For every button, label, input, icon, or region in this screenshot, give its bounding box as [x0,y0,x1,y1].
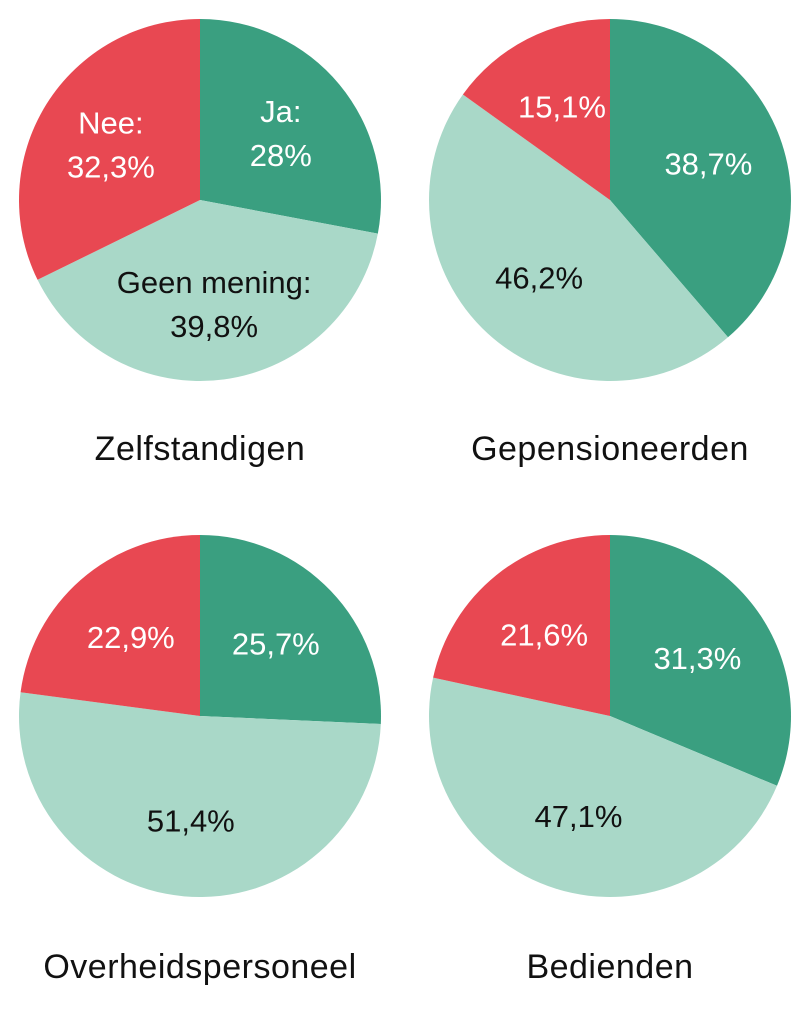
pie-slice-geen-mening [37,200,378,381]
pie-slice-geen-mening [18,692,381,898]
pie-slice-label-geen-mening: 46,2% [495,260,583,295]
pie-chart-overheidspersoneel: 25,7% 51,4% 22,9% [18,535,381,898]
pie-title-zelfstandigen: Zelfstandigen [94,430,306,468]
pie-slice-ja [610,535,791,786]
pie-slice-nee [19,19,200,280]
pie-slice-label-nee: Nee: 32,3% [67,106,155,185]
pie-slice-label-nee: 22,9% [87,620,175,655]
pie-slice-label-geen-mening: 47,1% [535,799,623,834]
pie-slice-geen-mening [428,677,777,897]
pie-slice-ja [610,19,791,338]
pie-chart-zelfstandigen: Ja: 28% Geen mening: 39,8% Nee: 32,3% [19,19,381,381]
pie-panel-bedienden: 31,3% 47,1% 21,6% Bedienden [410,516,800,1023]
pie-chart-bedienden: 31,3% 47,1% 21,6% [428,535,791,897]
pie-slice-nee [20,535,200,716]
pie-panel-gepensioneerden: 38,7% 46,2% 15,1% Gepensioneerden [410,0,800,507]
pie-title-gepensioneerden: Gepensioneerden [471,430,749,468]
pie-panel-zelfstandigen: Ja: 28% Geen mening: 39,8% Nee: 32,3% Zelfsta… [0,0,400,507]
pie-slice-ja [200,535,381,724]
pie-slice-label-nee: 21,6% [500,617,588,652]
pie-slice-ja [200,19,381,234]
pie-title-bedienden: Bedienden [526,948,694,986]
pie-panel-overheidspersoneel: 25,7% 51,4% 22,9% Overheidspersoneel [0,516,400,1023]
pie-slice-label-ja: Ja: 28% [250,94,312,173]
pie-chart-gepensioneerden: 38,7% 46,2% 15,1% [428,19,791,381]
pie-slice-label-ja: 25,7% [232,626,320,661]
pie-slice-label-geen-mening: 51,4% [147,804,235,839]
pie-slice-nee [462,19,610,200]
pie-slice-geen-mening [428,94,728,381]
pie-slice-label-ja: 31,3% [653,641,741,676]
pie-slice-label-ja: 38,7% [664,147,752,182]
pie-title-overheidspersoneel: Overheidspersoneel [43,948,357,986]
pie-slice-nee [433,535,610,716]
pie-slice-label-nee: 15,1% [518,90,606,125]
pie-slice-label-geen-mening: Geen mening: 39,8% [117,265,312,344]
